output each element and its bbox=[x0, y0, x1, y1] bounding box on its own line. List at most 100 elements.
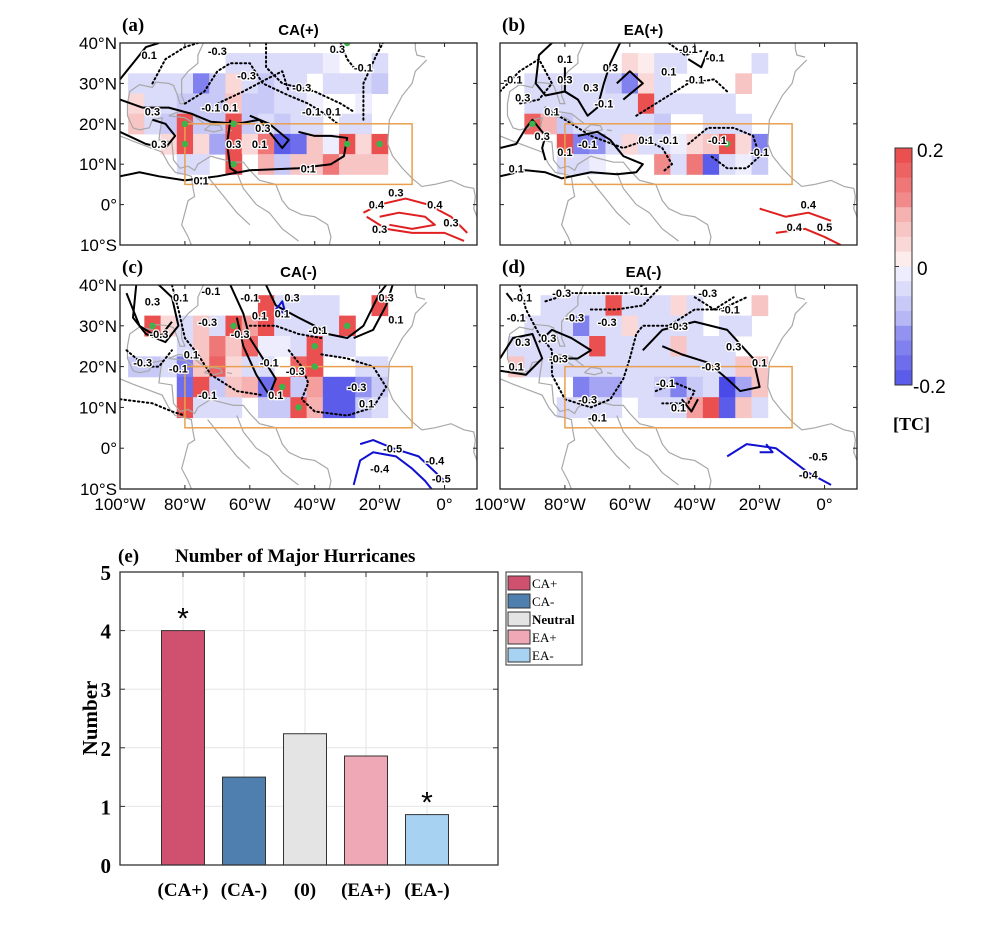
contour-label: -0.1 bbox=[260, 358, 279, 370]
grid-cell bbox=[719, 336, 736, 357]
colorbar-step bbox=[895, 340, 912, 356]
contour-positive bbox=[775, 227, 842, 245]
contour-negative bbox=[151, 43, 199, 85]
panel-title: EA(+) bbox=[624, 22, 664, 39]
grid-cell bbox=[128, 93, 145, 115]
grid-cell bbox=[306, 397, 324, 419]
grid-cell bbox=[637, 376, 655, 398]
contour-negative bbox=[120, 398, 186, 417]
grid-cell bbox=[573, 376, 590, 398]
grid-cell bbox=[621, 133, 639, 155]
x-tick-label: (CA+) bbox=[158, 880, 209, 901]
colorbar-scale bbox=[895, 148, 912, 386]
significance-dot bbox=[311, 343, 318, 350]
contour-label: 0.3 bbox=[388, 188, 403, 200]
contour-label: -0.1 bbox=[594, 99, 613, 111]
contour-positive bbox=[726, 443, 832, 486]
contour-label: 0.1 bbox=[661, 66, 676, 78]
contour-positive bbox=[229, 285, 277, 397]
grid-cell bbox=[339, 336, 356, 357]
grid-cell bbox=[290, 295, 308, 317]
grid-cell bbox=[290, 133, 308, 155]
lon-tick-label: 20°W bbox=[359, 495, 401, 514]
grid-cell bbox=[371, 53, 389, 74]
map-content: -0.10.30.10.30.30.3-0.10.1-0.1-0.10.30.1… bbox=[500, 43, 857, 245]
grid-cell bbox=[605, 336, 623, 357]
contour-label: -0.1 bbox=[750, 147, 769, 159]
grid-cell bbox=[371, 73, 389, 94]
contour-label: -0.1 bbox=[354, 62, 373, 74]
contour-label: -0.3 bbox=[237, 70, 256, 82]
grid-cell bbox=[735, 133, 753, 155]
contour-label: -0.3 bbox=[701, 362, 720, 374]
grid-cell bbox=[751, 133, 769, 155]
contour-label: 0.3 bbox=[151, 139, 166, 151]
significance-dot bbox=[279, 383, 286, 391]
coastline bbox=[236, 172, 299, 242]
contour-label: 0.1 bbox=[268, 390, 283, 402]
grid-cell bbox=[605, 93, 623, 115]
grid-cell bbox=[751, 397, 769, 419]
grid-cell bbox=[193, 133, 210, 155]
contour-label: 0.1 bbox=[275, 309, 290, 321]
grid-cell bbox=[193, 93, 210, 115]
colorbar-step bbox=[895, 281, 912, 297]
coastline bbox=[616, 415, 679, 486]
contour-label: -0.1 bbox=[685, 74, 704, 86]
grid-cell bbox=[225, 397, 243, 419]
map-panels: 0.1 -0.30.3 -0.1 0.1-0.3-0.3-0.10.30.30.10.… bbox=[79, 15, 858, 514]
contour-label: -0.4 bbox=[425, 456, 445, 468]
colorbar-step bbox=[895, 370, 912, 386]
contour-label: -0.1 bbox=[513, 292, 532, 304]
contour-label: 0.1 bbox=[671, 402, 686, 414]
grid-cell bbox=[209, 73, 226, 94]
lon-tick-label: 40°W bbox=[294, 495, 336, 514]
grid-cell bbox=[670, 133, 688, 155]
grid-cell bbox=[637, 315, 655, 337]
contour-label: -0.1 bbox=[708, 135, 727, 147]
coastline bbox=[767, 59, 857, 217]
contour-label: 0.1 bbox=[223, 103, 238, 115]
colorbar-step bbox=[895, 236, 912, 253]
lon-tick-label: 80°W bbox=[544, 495, 586, 514]
contour-label: -0.3 bbox=[133, 358, 152, 370]
grid-cell bbox=[702, 397, 720, 419]
map-content: -0.1 -0.1 -0.3 -0.3 0.3 0.3 -0.3 0.1 -0.3 -0.1 -0.… bbox=[500, 285, 857, 489]
grid-cell bbox=[209, 133, 226, 155]
grid-cell bbox=[540, 356, 558, 378]
grid-cell bbox=[257, 336, 275, 357]
contour-label: 0.1 bbox=[252, 310, 267, 322]
contour-negative bbox=[518, 285, 748, 409]
contour-negative bbox=[693, 296, 735, 311]
map-panel-EA(+): -0.10.30.10.30.30.3-0.10.1-0.1-0.10.30.1… bbox=[499, 15, 858, 246]
lat-tick-label: 40°N bbox=[79, 34, 117, 53]
grid-cell bbox=[605, 295, 623, 317]
coastline bbox=[587, 419, 631, 470]
grid-cell bbox=[274, 133, 291, 155]
grid-cell bbox=[257, 397, 275, 419]
grid-cell bbox=[670, 53, 688, 74]
bar-EA- bbox=[405, 814, 449, 866]
lat-tick-label: 0° bbox=[101, 196, 117, 215]
map-content: 0.1 -0.30.3 -0.1 0.1-0.3-0.3-0.10.30.30.10.… bbox=[120, 43, 477, 245]
grid-cell bbox=[306, 133, 324, 155]
legend-label: CA+ bbox=[532, 576, 557, 591]
x-tick-label: (EA+) bbox=[341, 880, 391, 901]
contour-label: 0.1 bbox=[184, 349, 199, 361]
grid-cell bbox=[274, 336, 291, 357]
contour-label: -0.5 bbox=[809, 451, 828, 463]
contour-positive bbox=[120, 118, 177, 150]
grid-cell bbox=[686, 315, 704, 337]
coastline bbox=[794, 43, 806, 58]
grid-cell bbox=[621, 93, 639, 115]
grid-cell bbox=[621, 53, 639, 74]
grid-cell bbox=[193, 376, 210, 398]
coastline bbox=[607, 129, 613, 132]
panel-label: (d) bbox=[502, 257, 525, 278]
contour-label: 0.1 bbox=[326, 107, 341, 119]
lon-tick-label: 40°W bbox=[674, 495, 716, 514]
grid-cell bbox=[257, 133, 275, 155]
contour-label: 0.4 bbox=[369, 200, 385, 212]
grid-cell bbox=[193, 154, 210, 175]
contour-negative bbox=[544, 285, 644, 303]
